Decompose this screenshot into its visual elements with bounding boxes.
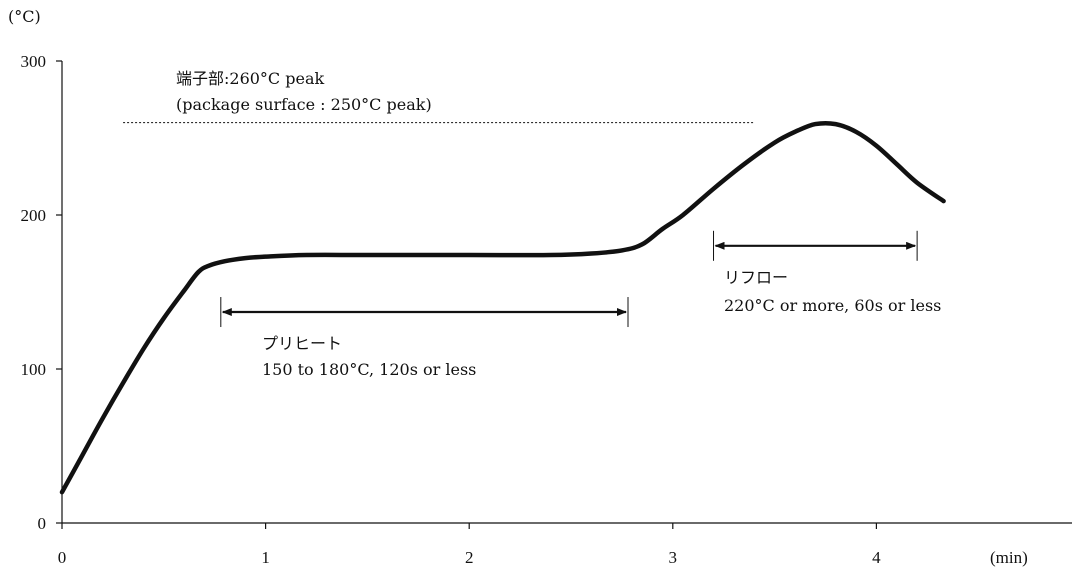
x-tick-label: 3	[669, 548, 678, 567]
y-tick-label: 100	[21, 360, 47, 379]
x-tick-label: 0	[58, 548, 67, 567]
y-axis-unit-label: (°C)	[8, 7, 41, 26]
ticks: 0 1 2 3 4 0 100 200 300	[21, 52, 882, 567]
x-axis-unit-label: (min)	[990, 548, 1028, 567]
y-tick-label: 0	[38, 514, 47, 533]
temperature-curve	[59, 120, 946, 495]
reflow-label-detail: 220°C or more, 60s or less	[724, 296, 941, 315]
annotations: プリヒート 150 to 180°C, 120s or less リフロー 220°C…	[220, 230, 941, 379]
y-tick-label: 200	[21, 206, 47, 225]
reflow-label-title: リフロー	[724, 268, 788, 287]
x-tick-label: 2	[465, 548, 474, 567]
peak-label-package: (package surface : 250°C peak)	[176, 95, 432, 114]
y-tick-label: 300	[21, 52, 47, 71]
preheat-label-detail: 150 to 180°C, 120s or less	[262, 360, 476, 379]
x-tick-label: 1	[261, 548, 270, 567]
temperature-curve-line	[59, 120, 946, 495]
x-tick-label: 4	[872, 548, 881, 567]
peak-reference: 端子部:260°C peak (package surface : 250°C p…	[123, 69, 755, 124]
preheat-label-title: プリヒート	[262, 334, 342, 353]
peak-label-terminal: 端子部:260°C peak	[176, 69, 325, 88]
axes	[61, 61, 1072, 524]
